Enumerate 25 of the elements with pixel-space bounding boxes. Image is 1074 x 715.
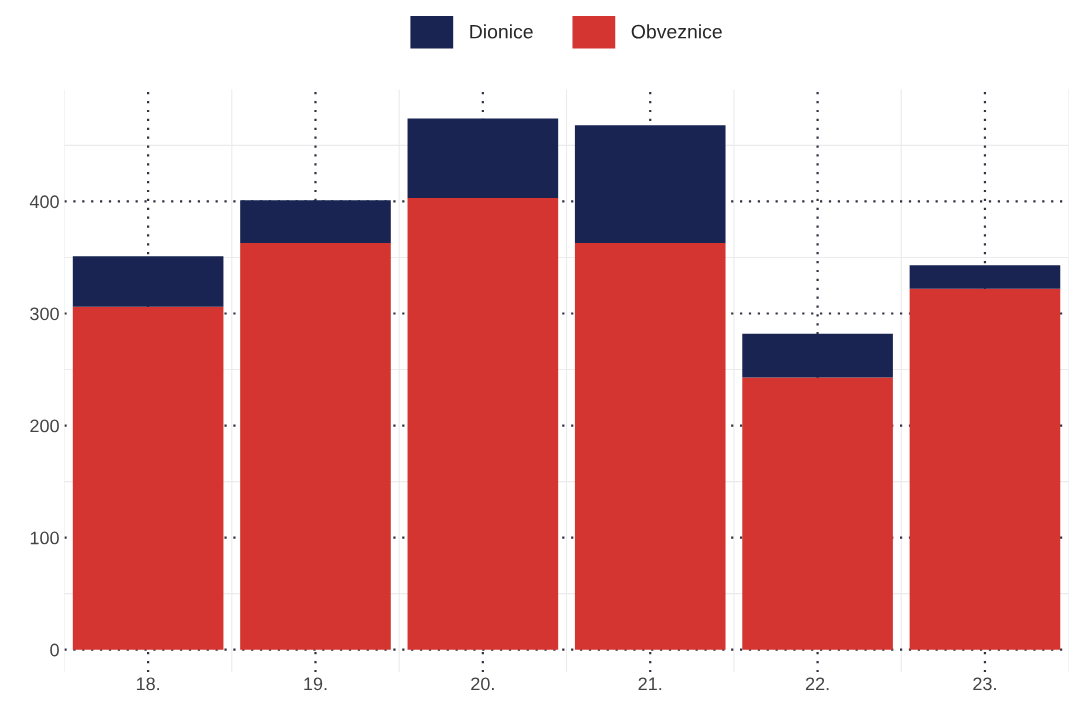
- y-tick-label: 200: [30, 419, 59, 433]
- bar: [240, 242, 391, 650]
- bar: [909, 288, 1061, 650]
- y-tick-label: 100: [30, 531, 59, 545]
- bar: [574, 242, 726, 650]
- x-tick-label: 21.: [638, 677, 662, 691]
- bar: [72, 256, 224, 307]
- x-tick-label: 22.: [805, 677, 829, 691]
- y-tick-label: 300: [30, 307, 59, 321]
- bar: [407, 198, 559, 650]
- bar: [240, 200, 391, 243]
- bar: [574, 125, 726, 243]
- legend-label: Obveznice: [631, 24, 722, 39]
- legend-label: Dionice: [470, 24, 533, 39]
- y-tick-label: 400: [29, 195, 59, 209]
- y-tick-label: 0: [50, 643, 59, 657]
- x-tick-label: 23.: [973, 677, 996, 691]
- bar: [407, 118, 559, 199]
- bar: [909, 265, 1061, 289]
- x-tick-label: 18.: [136, 677, 160, 691]
- bar: [72, 306, 224, 650]
- x-tick-label: 19.: [304, 677, 327, 691]
- bar: [742, 377, 893, 650]
- bar: [742, 333, 893, 378]
- x-tick-label: 20.: [471, 677, 494, 691]
